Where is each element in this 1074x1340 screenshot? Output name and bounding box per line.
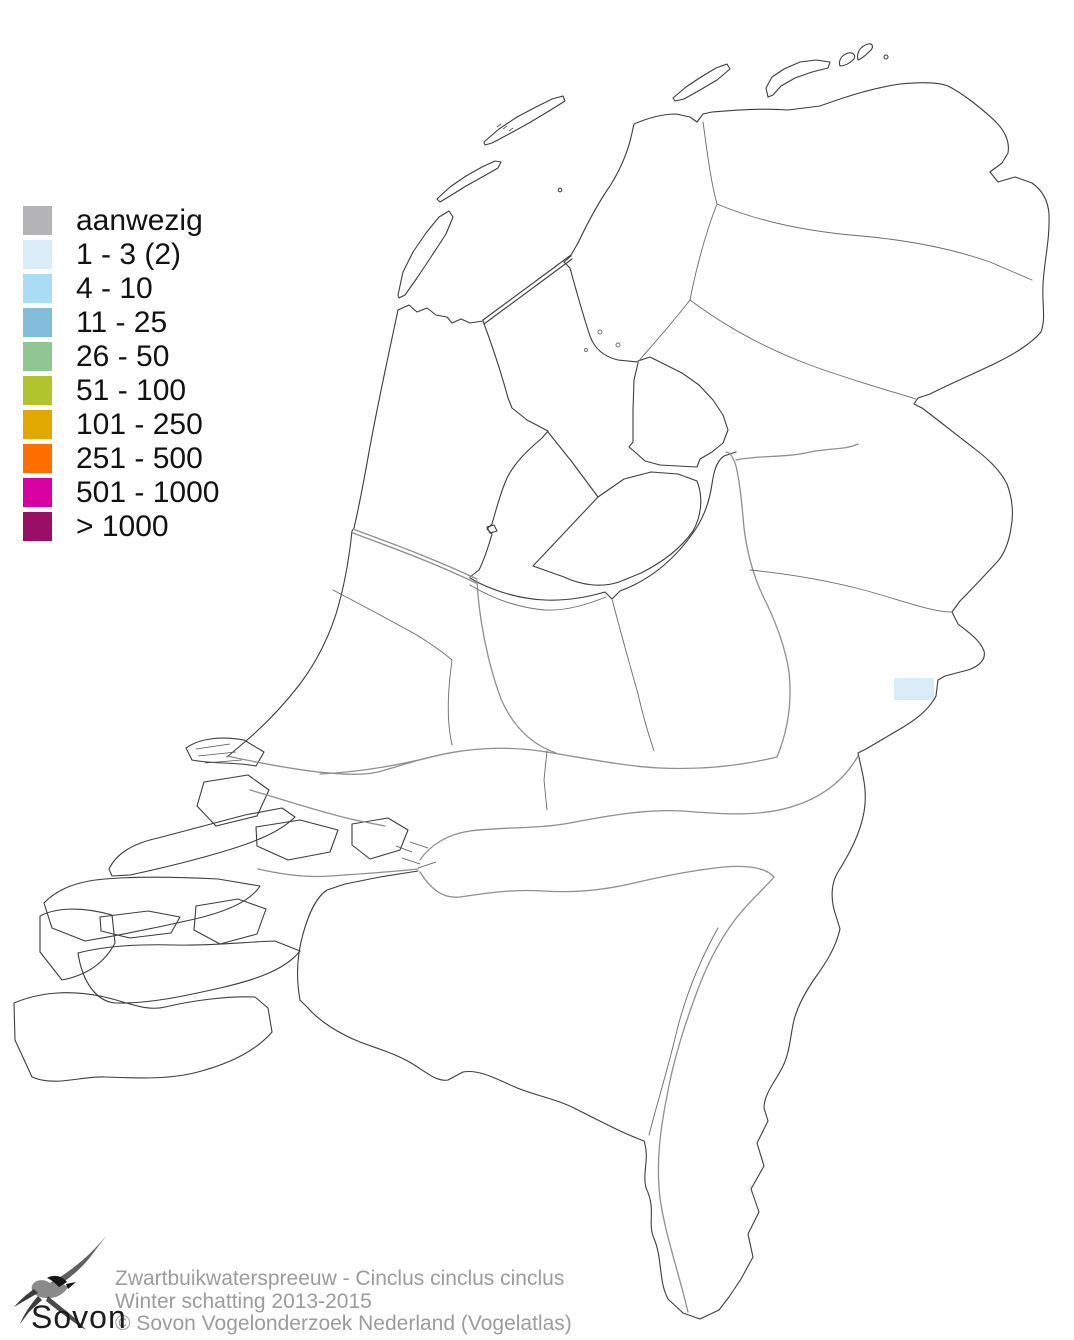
legend-item: 101 - 250 [23, 408, 219, 441]
province-borders [332, 121, 1033, 1136]
nieuwe-waterweg [226, 751, 456, 775]
island-schiermonnikoog [765, 59, 831, 98]
legend-swatch [23, 376, 52, 405]
amsterdam-rijnkanaal [476, 580, 557, 754]
tholen [193, 898, 267, 945]
legend-label: 101 - 250 [76, 408, 203, 441]
noord-beveland [99, 910, 181, 939]
afsluitdijk [482, 254, 572, 321]
biesbosch [395, 841, 437, 869]
legend-item: 4 - 10 [23, 272, 219, 305]
west-coast [226, 309, 399, 758]
wadden-islands [397, 43, 889, 299]
legend-swatch [23, 478, 52, 507]
legend-label: > 1000 [76, 510, 169, 543]
legend-swatch [23, 274, 52, 303]
legend-label: 1 - 3 (2) [76, 238, 182, 271]
legend-swatch [23, 342, 52, 371]
zuid-beveland [77, 940, 301, 1004]
islet-dot [883, 54, 889, 60]
legend-item: 51 - 100 [23, 374, 219, 407]
waal [419, 755, 859, 861]
legend-item: > 1000 [23, 510, 219, 543]
copyright: © Sovon Vogelonderzoek Nederland (Vogela… [115, 1312, 572, 1335]
goeree-overflakkee [108, 807, 296, 877]
legend-label: 4 - 10 [76, 272, 153, 305]
legend-item: 11 - 25 [23, 306, 219, 339]
swallow-icon [14, 1236, 106, 1330]
season-estimate: Winter schatting 2013-2015 [115, 1289, 372, 1313]
legend: aanwezig 1 - 3 (2) 4 - 10 11 - 25 26 - 50 51 … [23, 206, 219, 546]
legend-label: 251 - 500 [76, 442, 203, 475]
schouwen-duiveland [43, 876, 261, 942]
noordzeekanaal [352, 528, 478, 580]
maas [419, 865, 775, 1313]
legend-item: 501 - 1000 [23, 476, 220, 509]
flevopolder [532, 471, 702, 586]
sovon-wordmark: Sovon [31, 1299, 127, 1335]
island-rottumerplaat [838, 52, 856, 67]
zeeuws-vlaanderen [13, 992, 273, 1082]
legend-swatch [23, 410, 52, 439]
overijsselse-vecht [735, 443, 859, 461]
island-rottumeroog [857, 43, 873, 61]
delta-islands [13, 737, 437, 1082]
legend-swatch [23, 240, 52, 269]
species-title: Zwartbuikwaterspreeuw - Cinclus cinclus … [115, 1267, 565, 1290]
legend-item: 1 - 3 (2) [23, 238, 219, 271]
nederrijn-lek [319, 747, 778, 775]
oude-maas [249, 789, 386, 827]
island-ameland [672, 63, 731, 102]
island-terschelling [483, 95, 566, 146]
legend-label: 11 - 25 [76, 306, 168, 339]
legend-swatch [23, 512, 52, 541]
frisian-lakes [584, 329, 621, 352]
legend-item: 26 - 50 [23, 340, 219, 373]
flevoland-polders [532, 356, 729, 586]
walcheren [39, 908, 116, 981]
legend-label: 26 - 50 [76, 340, 170, 373]
legend-label: 501 - 1000 [76, 476, 220, 509]
atlas-squares-layer [894, 678, 934, 700]
noordoostpolder-dikes [628, 362, 698, 468]
hoeksche-waard [255, 819, 339, 861]
sovon-logo [14, 1236, 106, 1330]
marken [486, 524, 498, 534]
belgian-border [299, 999, 645, 1142]
voorne-putten [196, 774, 270, 827]
legend-item: 251 - 500 [23, 442, 219, 475]
rivers [226, 443, 859, 1313]
eiland-van-dordrecht [351, 817, 409, 860]
noordoostpolder-old-coast [637, 356, 729, 468]
island-texel [397, 210, 454, 299]
map-caption: Zwartbuikwaterspreeuw - Cinclus cinclus … [115, 1267, 572, 1336]
legend-swatch [23, 308, 52, 337]
coastlines [226, 82, 1050, 1320]
hollands-diep [257, 868, 419, 878]
legend-label: 51 - 100 [76, 374, 187, 407]
legend-item: aanwezig [23, 204, 219, 237]
maasvlakte [185, 737, 265, 767]
legend-label: aanwezig [76, 204, 203, 237]
island-vlieland [436, 160, 502, 203]
legend-swatch [23, 206, 52, 235]
islet-griend [557, 187, 563, 193]
houtribdijk [547, 431, 599, 498]
german-border [857, 331, 1042, 754]
legend-swatch [23, 444, 52, 473]
atlas-square [894, 678, 934, 700]
ijssel [725, 451, 791, 758]
dollard [989, 162, 1050, 333]
